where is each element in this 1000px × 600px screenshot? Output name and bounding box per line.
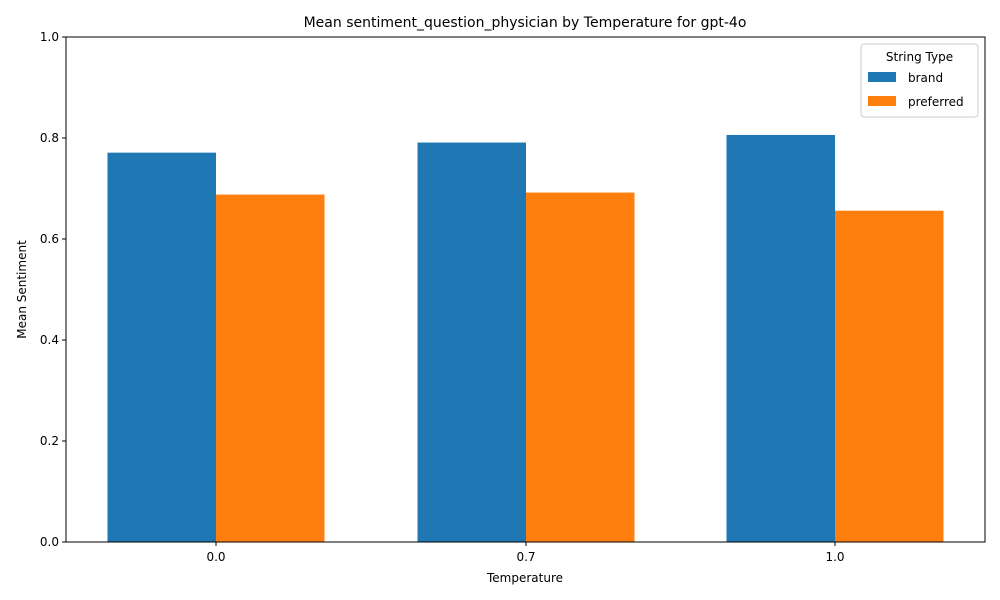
bar-brand-0.7 xyxy=(417,142,526,543)
x-tick-label: 0.7 xyxy=(516,550,535,564)
bar-brand-0.0 xyxy=(107,152,216,542)
x-tick-label: 0.0 xyxy=(206,550,225,564)
legend-label-brand: brand xyxy=(908,71,943,85)
legend-title: String Type xyxy=(886,50,953,64)
y-tick-label: 0.8 xyxy=(40,131,59,145)
x-tick-label: 1.0 xyxy=(825,550,844,564)
bars-group xyxy=(107,134,944,543)
plot-frame xyxy=(65,36,986,543)
y-axis: 0.0 0.2 0.4 0.6 0.8 1.0 xyxy=(40,30,66,549)
y-tick-label: 1.0 xyxy=(40,30,59,44)
bar-preferred-0.7 xyxy=(526,192,635,543)
legend: String Type brand preferred xyxy=(860,43,979,118)
bar-brand-1.0 xyxy=(726,134,835,542)
legend-label-preferred: preferred xyxy=(908,95,964,109)
y-axis-label: Mean Sentiment xyxy=(15,240,29,339)
legend-swatch-brand xyxy=(868,72,896,82)
chart-title: Mean sentiment_question_physician by Tem… xyxy=(304,15,747,31)
y-tick-label: 0.2 xyxy=(40,434,59,448)
x-axis-label: Temperature xyxy=(486,571,563,585)
bar-preferred-0.0 xyxy=(216,194,325,542)
legend-swatch-preferred xyxy=(868,96,896,106)
y-tick-label: 0.0 xyxy=(40,535,59,549)
y-tick-label: 0.6 xyxy=(40,232,59,246)
bar-preferred-1.0 xyxy=(835,210,944,542)
y-tick-label: 0.4 xyxy=(40,333,59,347)
x-axis: 0.0 0.7 1.0 xyxy=(206,542,845,564)
